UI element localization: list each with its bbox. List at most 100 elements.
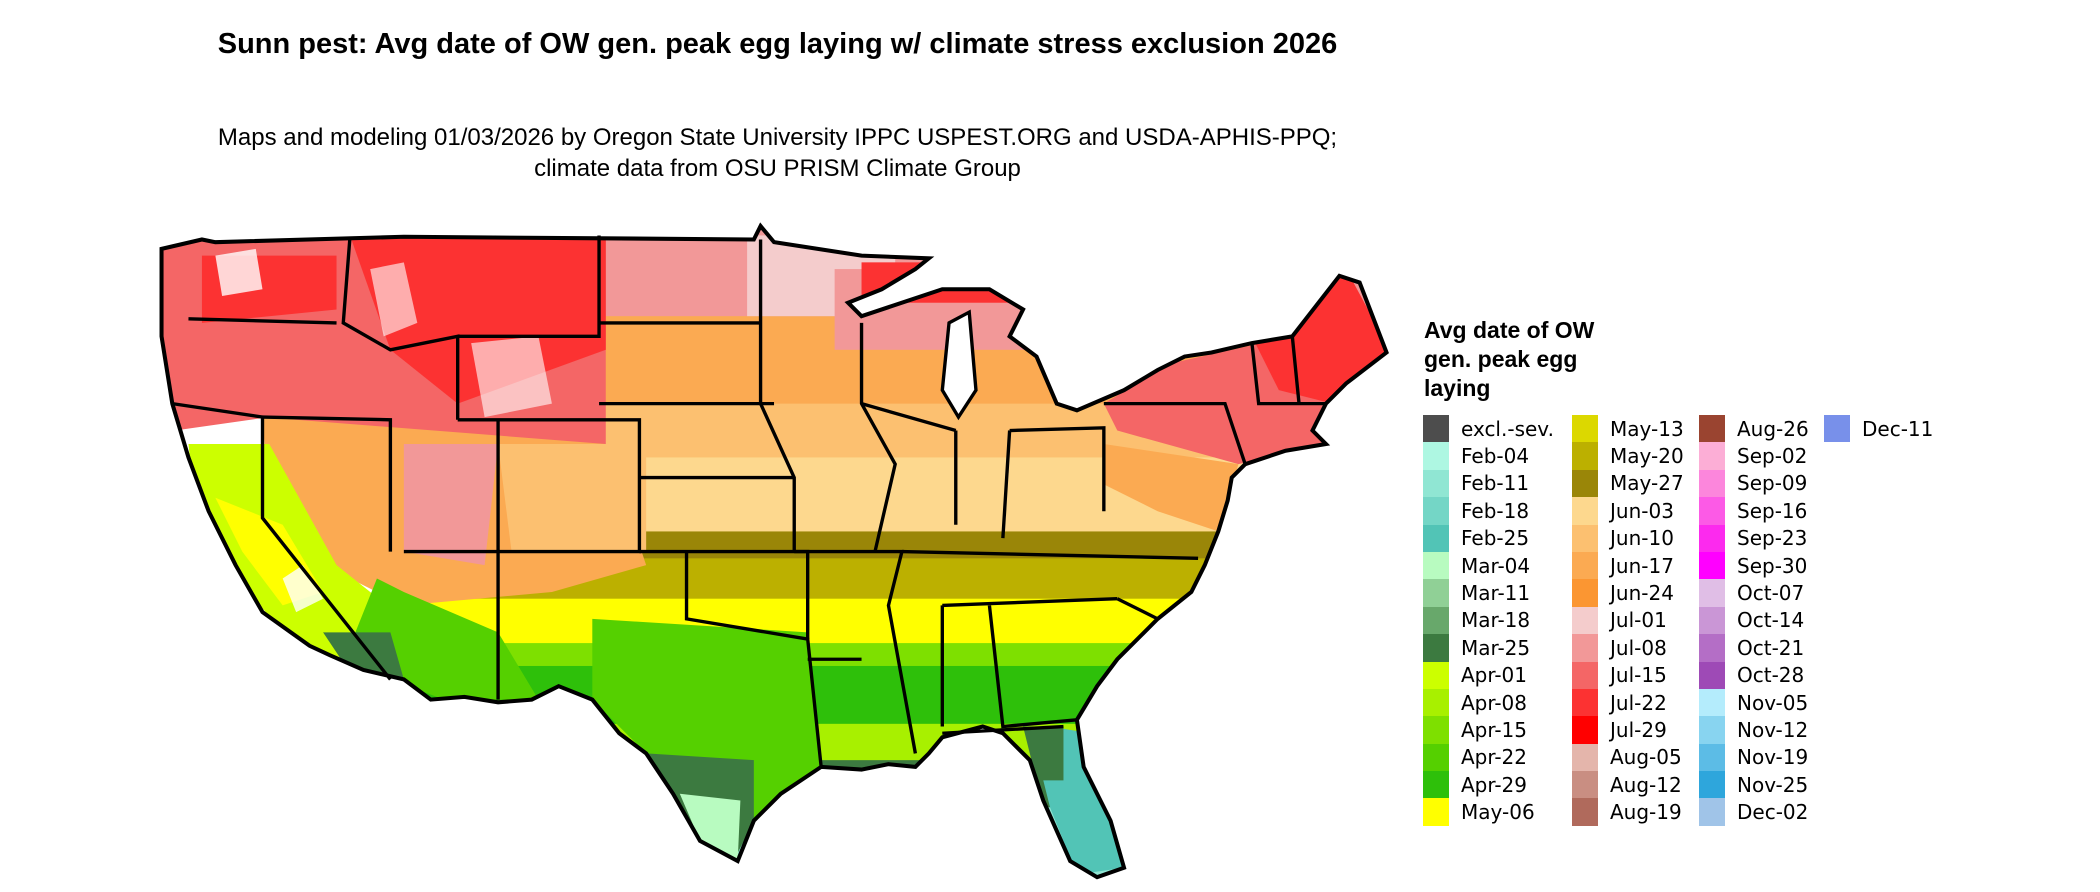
legend-item: excl.-sev. [1423, 415, 1554, 443]
legend-column: excl.-sev. Feb-04 Feb-11 Feb-18 Feb-25 Mar-04… [1423, 415, 1554, 826]
legend-swatch [1423, 524, 1449, 552]
map-title: Sunn pest: Avg date of OW gen. peak egg … [217, 28, 1338, 60]
legend-label: Sep-02 [1737, 444, 1808, 469]
legend-item: Feb-25 [1423, 524, 1554, 552]
legend-swatch [1423, 442, 1449, 470]
legend-label: Oct-21 [1737, 635, 1805, 660]
legend-swatch [1423, 606, 1449, 635]
legend-item: Nov-05 [1699, 688, 1809, 717]
legend-label: May-06 [1461, 800, 1535, 825]
legend-swatch [1699, 524, 1725, 552]
legend-swatch [1824, 415, 1850, 443]
legend-swatch [1423, 798, 1449, 826]
legend-label: Nov-25 [1737, 772, 1809, 797]
legend-item: Sep-23 [1699, 524, 1809, 552]
legend-item: Sep-02 [1699, 442, 1809, 470]
legend-item: Jun-17 [1572, 551, 1684, 580]
legend-item: Mar-25 [1423, 634, 1554, 662]
legend-item: Oct-21 [1699, 634, 1809, 662]
legend-item: Apr-08 [1423, 688, 1554, 717]
legend-item: Apr-15 [1423, 716, 1554, 744]
legend-swatch [1572, 716, 1598, 744]
legend-label: Aug-05 [1610, 745, 1682, 770]
legend-label: Mar-11 [1461, 581, 1531, 606]
legend-swatch [1423, 661, 1449, 689]
legend-swatch [1699, 551, 1725, 580]
legend-label: Apr-08 [1461, 690, 1527, 715]
legend-swatch [1423, 716, 1449, 744]
legend-swatch [1572, 634, 1598, 662]
us-outline [159, 222, 1389, 880]
legend-swatch [1572, 606, 1598, 635]
legend-item: May-20 [1572, 442, 1684, 470]
legend-label: Jul-22 [1610, 690, 1667, 715]
legend-swatch [1699, 606, 1725, 635]
legend-swatch [1699, 469, 1725, 498]
legend-item: Mar-18 [1423, 606, 1554, 635]
legend-swatch [1572, 415, 1598, 443]
legend-item: Jul-22 [1572, 688, 1684, 717]
legend-title: Avg date of OW gen. peak egg laying [1424, 317, 1595, 401]
legend-item: Jun-24 [1572, 579, 1684, 607]
legend-swatch [1699, 415, 1725, 443]
legend-item: Aug-12 [1572, 771, 1684, 799]
legend-swatch [1699, 771, 1725, 799]
legend-label: Mar-25 [1461, 635, 1531, 660]
legend-item: Dec-02 [1699, 798, 1809, 826]
legend-swatch [1572, 469, 1598, 498]
legend-swatch [1699, 688, 1725, 717]
legend-label: Apr-22 [1461, 745, 1527, 770]
legend-item: Oct-28 [1699, 661, 1809, 689]
legend-swatch [1423, 579, 1449, 607]
legend-swatch [1572, 743, 1598, 772]
legend-column: May-13 May-20 May-27 Jun-03 Jun-10 Jun-17 Jun-… [1572, 415, 1684, 826]
legend-item: Nov-12 [1699, 716, 1809, 744]
legend-item: Sep-30 [1699, 551, 1809, 580]
legend-swatch [1423, 497, 1449, 525]
legend-swatch [1423, 688, 1449, 717]
legend-label: Feb-18 [1461, 498, 1530, 523]
map-subtitle: Maps and modeling 01/03/2026 by Oregon S… [217, 124, 1338, 182]
legend-swatch [1423, 469, 1449, 498]
legend-item: Sep-09 [1699, 469, 1809, 498]
legend-item: Oct-14 [1699, 606, 1809, 635]
legend-item: Feb-18 [1423, 497, 1554, 525]
legend-swatch [1572, 688, 1598, 717]
legend-item: Jun-03 [1572, 497, 1684, 525]
legend-item: Aug-19 [1572, 798, 1684, 826]
legend-label: Sep-16 [1737, 498, 1808, 523]
legend-label: Sep-30 [1737, 553, 1808, 578]
legend-label: Oct-14 [1737, 608, 1805, 633]
legend-swatch [1423, 743, 1449, 772]
legend-item: Nov-25 [1699, 771, 1809, 799]
legend-item: Apr-01 [1423, 661, 1554, 689]
legend-swatch [1699, 634, 1725, 662]
legend-item: Jul-15 [1572, 661, 1684, 689]
legend-label: Sep-23 [1737, 526, 1808, 551]
legend-label: Feb-04 [1461, 444, 1530, 469]
legend-item: Aug-26 [1699, 415, 1809, 443]
legend-swatch [1572, 661, 1598, 689]
legend-item: Feb-11 [1423, 469, 1554, 498]
legend-item: May-27 [1572, 469, 1684, 498]
legend-label: Oct-07 [1737, 581, 1805, 606]
legend-label: Jul-29 [1610, 717, 1667, 742]
legend-swatch [1572, 442, 1598, 470]
legend-swatch [1699, 497, 1725, 525]
legend-label: Jun-10 [1610, 526, 1674, 551]
legend-column: Dec-11 [1824, 415, 1933, 443]
legend-label: Feb-11 [1461, 471, 1530, 496]
legend-label: Nov-12 [1737, 717, 1809, 742]
legend-swatch [1572, 798, 1598, 826]
legend-item: Aug-05 [1572, 743, 1684, 772]
legend-item: Jun-10 [1572, 524, 1684, 552]
legend-label: excl.-sev. [1461, 416, 1554, 441]
legend-swatch [1423, 415, 1449, 443]
legend-swatch [1572, 524, 1598, 552]
legend-label: Jul-08 [1610, 635, 1667, 660]
legend-label: Dec-02 [1737, 800, 1809, 825]
legend-item: Nov-19 [1699, 743, 1809, 772]
legend-swatch [1699, 798, 1725, 826]
legend-item: Feb-04 [1423, 442, 1554, 470]
legend-label: Oct-28 [1737, 663, 1805, 688]
